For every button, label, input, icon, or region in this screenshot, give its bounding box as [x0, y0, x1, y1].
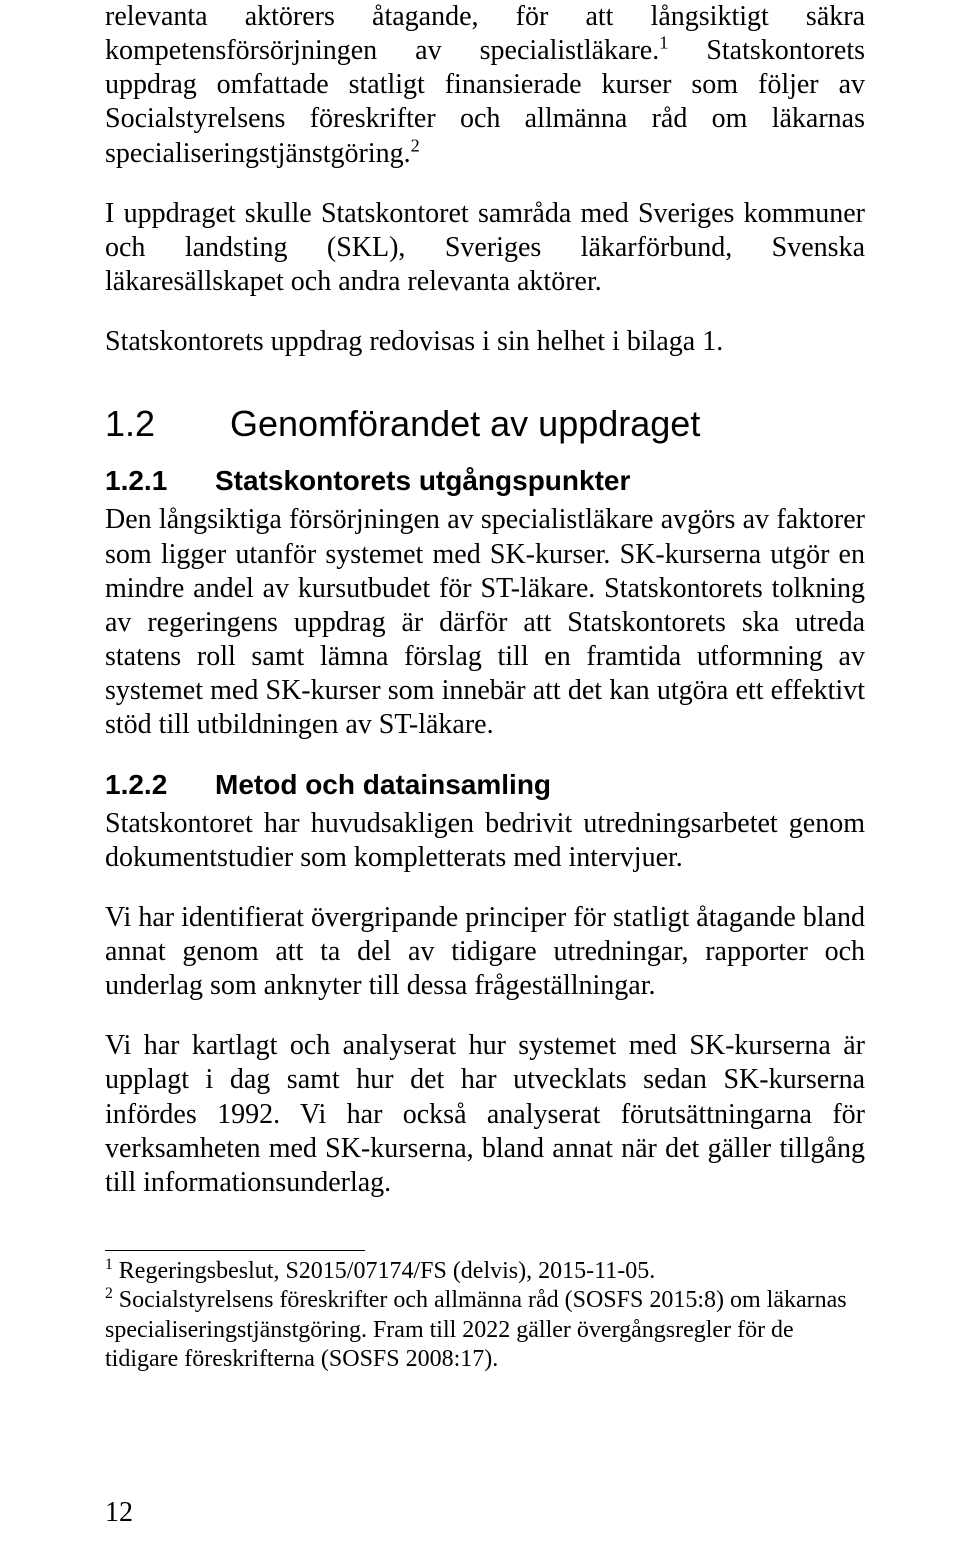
footnote-2: 2 Socialstyrelsens föreskrifter och allm… — [105, 1286, 865, 1374]
paragraph: Den långsiktiga försörjningen av special… — [105, 503, 865, 742]
paragraph: Statskontoret har huvudsakligen bedrivit… — [105, 807, 865, 875]
heading-text: Metod och datainsamling — [215, 769, 551, 801]
heading-number: 1.2.1 — [105, 465, 215, 497]
heading-text: Statskontorets utgångspunkter — [215, 465, 630, 497]
paragraph: Vi har identifierat övergripande princip… — [105, 901, 865, 1003]
page-number: 12 — [105, 1497, 133, 1529]
heading-number: 1.2.2 — [105, 769, 215, 801]
footnote-number: 2 — [105, 1285, 113, 1302]
footnote-text: Regeringsbeslut, S2015/07174/FS (delvis)… — [113, 1258, 655, 1284]
footnote-ref-1: 1 — [659, 33, 668, 53]
heading-level-3: 1.2.1 Statskontorets utgångspunkter — [105, 465, 865, 497]
heading-level-2: 1.2 Genomförandet av uppdraget — [105, 403, 865, 445]
footnote-separator — [105, 1250, 365, 1251]
heading-text: Genomförandet av uppdraget — [230, 403, 700, 445]
footnote-number: 1 — [105, 1256, 113, 1273]
paragraph: Vi har kartlagt och analyserat hur syste… — [105, 1029, 865, 1200]
footnote-1: 1 Regeringsbeslut, S2015/07174/FS (delvi… — [105, 1257, 865, 1286]
heading-number: 1.2 — [105, 403, 230, 445]
paragraph: Statskontorets uppdrag redovisas i sin h… — [105, 325, 865, 359]
footnote-ref-2: 2 — [411, 135, 420, 155]
heading-level-3: 1.2.2 Metod och datainsamling — [105, 769, 865, 801]
paragraph-intro: relevanta aktörers åtagande, för att lån… — [105, 0, 865, 171]
paragraph: I uppdraget skulle Statskontoret samråda… — [105, 197, 865, 299]
document-page: relevanta aktörers åtagande, för att lån… — [0, 0, 960, 1565]
footnote-text: Socialstyrelsens föreskrifter och allmän… — [105, 1287, 847, 1372]
